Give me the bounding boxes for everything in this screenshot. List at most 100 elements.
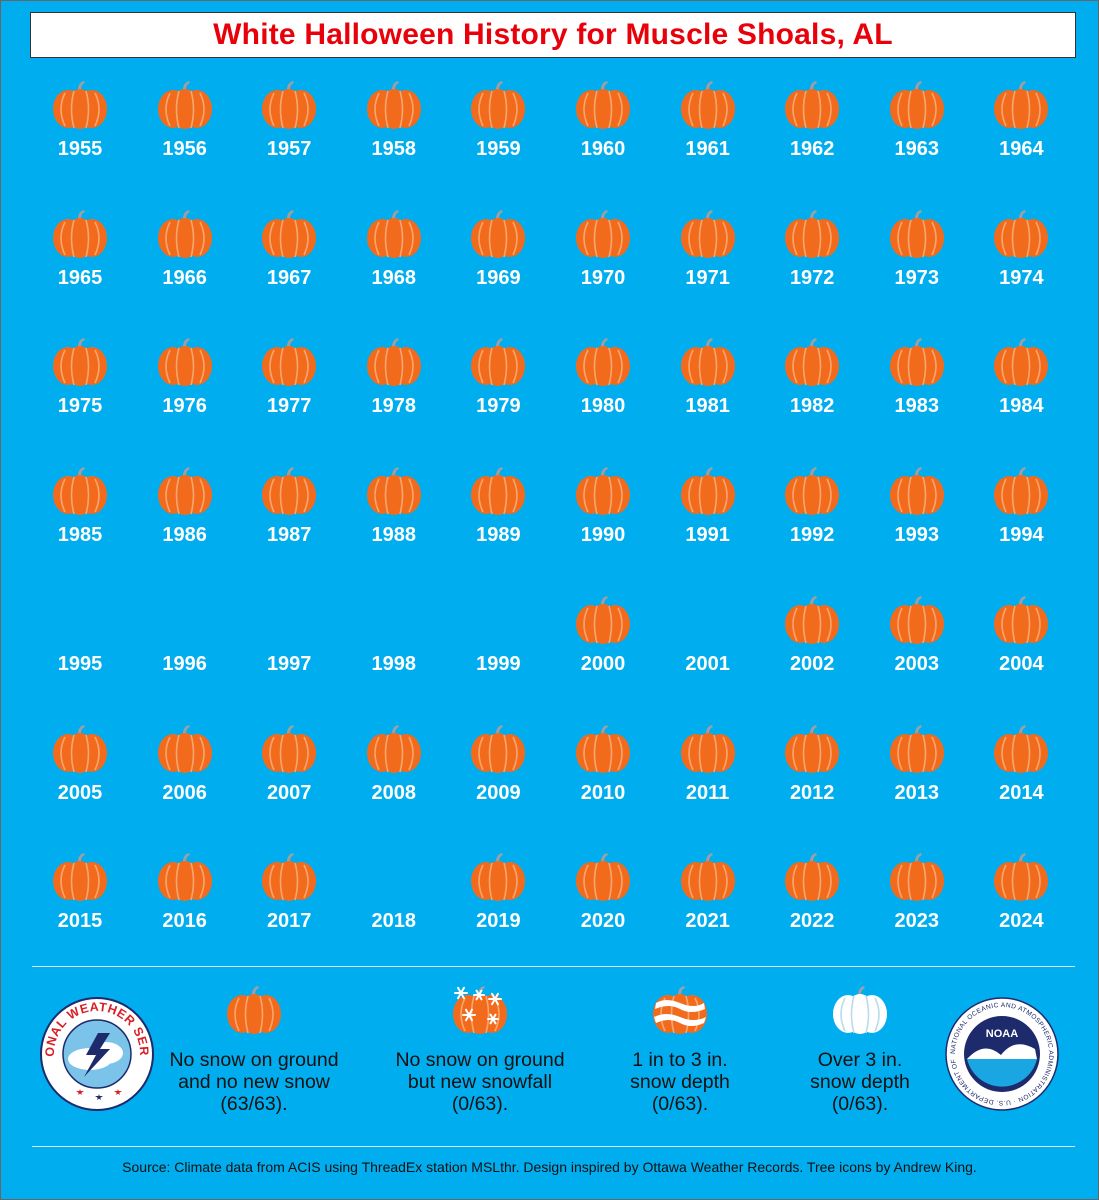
pumpkin-icon: [889, 467, 944, 516]
year-label: 2014: [999, 781, 1044, 804]
pumpkin-icon: [994, 467, 1049, 516]
year-label: 1958: [371, 138, 417, 160]
year-label: 1980: [580, 395, 626, 418]
year-cell-1976: 1976: [145, 337, 225, 447]
year-label: 1965: [57, 266, 103, 289]
pumpkin-icon: [471, 81, 526, 129]
pumpkin-icon: [576, 467, 630, 516]
year-cell-1964: 1964: [981, 80, 1061, 190]
year-label: 1982: [789, 395, 835, 418]
year-cell-1959: 1959: [458, 80, 538, 190]
legend-item-2: No snow on ground but new snowfall (0/63…: [385, 985, 575, 1115]
year-label: 2024: [999, 910, 1044, 933]
pumpkin-icon: [471, 209, 526, 258]
year-cell-1965: 1965: [40, 209, 120, 319]
year-cell-2012: 2012: [772, 724, 852, 834]
pumpkin-icon: [680, 338, 735, 387]
year-label: 1964: [999, 138, 1044, 160]
year-cell-2005: 2005: [40, 724, 120, 834]
year-cell-2020: 2020: [563, 852, 643, 962]
year-cell-1962: 1962: [772, 80, 852, 190]
year-cell-2024: 2024: [981, 852, 1061, 962]
year-cell-1958: 1958: [354, 80, 434, 190]
year-cell-1988: 1988: [354, 466, 434, 576]
year-label: 1967: [266, 266, 312, 289]
year-label: 1989: [476, 524, 521, 547]
pumpkin-icon: [157, 724, 212, 773]
pumpkin-icon: [785, 724, 840, 773]
pumpkin-icon: [262, 724, 317, 773]
year-cell-2000: 2000: [563, 595, 643, 705]
pumpkin-icon: [680, 209, 735, 258]
pumpkin-icon: [680, 853, 735, 902]
legend-item-3: 1 in to 3 in. snow depth (0/63).: [585, 985, 775, 1115]
year-label: 2012: [789, 781, 835, 804]
year-cell-1973: 1973: [877, 209, 957, 319]
year-cell-1960: 1960: [563, 80, 643, 190]
pumpkin-icon: [785, 467, 840, 516]
pumpkin-icon: [157, 338, 212, 387]
year-cell-2002: 2002: [772, 595, 852, 705]
year-cell-1974: 1974: [981, 209, 1061, 319]
year-cell-1961: 1961: [668, 80, 748, 190]
year-label: 1981: [685, 395, 730, 418]
year-cell-1970: 1970: [563, 209, 643, 319]
pumpkin-icon: [785, 338, 840, 387]
year-label: 1990: [580, 524, 626, 547]
pumpkin-icon: [53, 467, 107, 516]
year-label: 1996: [162, 652, 207, 675]
year-cell-1995: 1995: [40, 595, 120, 705]
pumpkin-icon: [576, 209, 630, 258]
year-label: 1985: [57, 524, 103, 547]
year-cell-1991: 1991: [668, 466, 748, 576]
year-cell-1967: 1967: [249, 209, 329, 319]
year-cell-1979: 1979: [458, 337, 538, 447]
year-label: 1962: [789, 138, 835, 160]
year-cell-1981: 1981: [668, 337, 748, 447]
year-label: 1970: [580, 266, 626, 289]
legend-text: Over 3 in. snow depth (0/63).: [810, 1049, 910, 1115]
year-cell-2004: 2004: [981, 595, 1061, 705]
pumpkin-icon: [576, 724, 630, 773]
year-cell-1957: 1957: [249, 80, 329, 190]
year-cell-1978: 1978: [354, 337, 434, 447]
pumpkin-icon: [785, 595, 840, 644]
pumpkin-icon: [366, 724, 421, 773]
year-label: 1963: [894, 138, 940, 160]
pumpkin-icon: [994, 595, 1049, 644]
pumpkin-icon: [889, 209, 944, 258]
year-label: 2013: [894, 781, 940, 804]
year-label: 1995: [57, 652, 103, 675]
pumpkin-icon: [471, 724, 526, 773]
year-cell-1994: 1994: [981, 466, 1061, 576]
pumpkin-icon: [366, 81, 421, 129]
year-cell-1986: 1986: [145, 466, 225, 576]
pumpkin-icon: [366, 467, 421, 516]
year-label: 2003: [894, 652, 940, 675]
year-cell-1975: 1975: [40, 337, 120, 447]
pumpkin-icon: [53, 209, 107, 258]
year-cell-1968: 1968: [354, 209, 434, 319]
pumpkin-icon: [889, 595, 944, 644]
legend-item-4: Over 3 in. snow depth (0/63).: [765, 985, 955, 1115]
pumpkin-icon: [680, 467, 735, 516]
pumpkin-icon: [262, 209, 317, 258]
noaa-logo-icon: NATIONAL OCEANIC AND ATMOSPHERIC ADMINIS…: [945, 997, 1059, 1111]
title-box: White Halloween History for Muscle Shoal…: [30, 12, 1076, 58]
year-label: 1984: [999, 395, 1044, 418]
pumpkin-icon: [471, 338, 526, 387]
year-label: 1966: [162, 266, 207, 289]
year-cell-1984: 1984: [981, 337, 1061, 447]
year-label: 1968: [371, 266, 417, 289]
year-cell-2016: 2016: [145, 852, 225, 962]
year-label: 1959: [476, 138, 521, 160]
year-cell-1963: 1963: [877, 80, 957, 190]
pumpkin-icon: [53, 338, 107, 387]
year-cell-2006: 2006: [145, 724, 225, 834]
year-cell-1998: 1998: [354, 595, 434, 705]
pumpkin-icon: [889, 853, 944, 902]
pumpkin-icon: [576, 595, 630, 644]
pumpkin-icon: [994, 209, 1049, 258]
pumpkin-icon: [471, 853, 526, 902]
year-cell-1972: 1972: [772, 209, 852, 319]
